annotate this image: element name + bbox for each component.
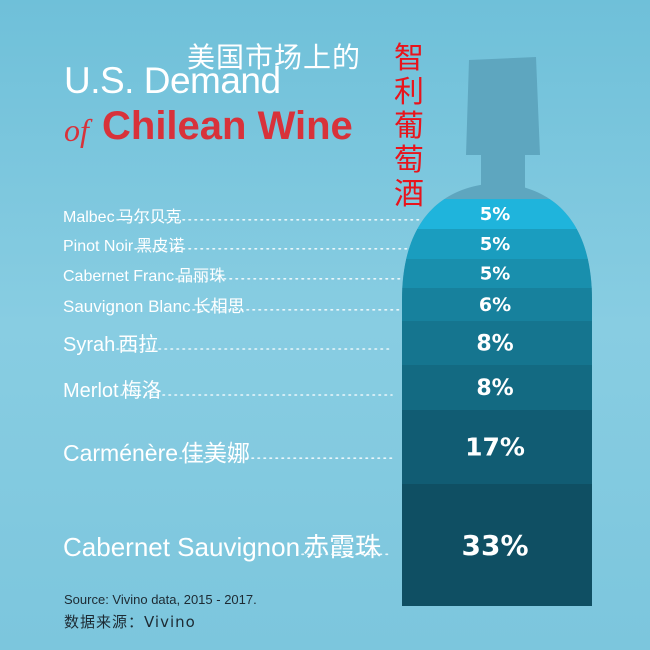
chinese-side-title: 智利葡萄酒 — [394, 41, 424, 212]
category-label-en: Syrah — [63, 334, 116, 356]
category-label-en: Merlot — [63, 380, 119, 402]
category-label: Cabernet Sauvignon 赤霞珠 — [63, 527, 381, 564]
category-label: Carménère 佳美娜 — [63, 434, 250, 468]
category-label: Syrah 西拉 — [63, 328, 158, 357]
value-label: 6% — [479, 294, 511, 316]
bar-3 — [402, 288, 592, 322]
bar-5 — [402, 365, 592, 411]
chinese-title: 美国市场上的 — [187, 41, 362, 74]
category-label: Merlot 梅洛 — [63, 374, 162, 403]
value-label: 5% — [480, 234, 511, 255]
category-label-cn: 黑皮诺 — [136, 236, 185, 255]
value-label: 8% — [476, 376, 513, 401]
source-note: Source: Vivino data, 2015 - 2017. — [64, 592, 257, 607]
category-label-cn: 佳美娜 — [181, 441, 251, 467]
category-label: Cabernet Franc 品丽珠 — [63, 262, 225, 286]
category-label-en: Carménère — [63, 440, 179, 466]
category-label-cn: 马尔贝克 — [117, 207, 182, 226]
category-label-cn: 梅洛 — [121, 378, 162, 402]
category-label-cn: 品丽珠 — [177, 266, 226, 285]
title-of: of — [64, 112, 89, 148]
source-note-cn: 数据来源：Vivino — [64, 613, 196, 631]
category-label-en: Cabernet Franc — [63, 268, 175, 285]
value-label: 5% — [480, 264, 511, 285]
bottle-neck — [481, 150, 525, 190]
category-label-en: Malbec — [63, 209, 115, 226]
title-line2: Chilean Wine — [102, 104, 353, 148]
bar-1 — [402, 229, 592, 260]
title-line1: U.S. Demand — [64, 60, 281, 101]
bar-7 — [402, 484, 592, 606]
category-label: Sauvignon Blanc 长相思 — [63, 292, 245, 317]
category-label-cn: 长相思 — [193, 297, 245, 317]
category-label: Malbec 马尔贝克 — [63, 203, 182, 227]
value-label: 8% — [476, 332, 513, 357]
category-label-en: Sauvignon Blanc — [63, 297, 191, 316]
bar-2 — [402, 259, 592, 289]
bottle-cap — [466, 57, 540, 155]
bar-4 — [402, 321, 592, 366]
category-label-cn: 赤霞珠 — [303, 533, 382, 563]
value-label: 5% — [480, 204, 511, 225]
category-label-en: Cabernet Sauvignon — [63, 532, 301, 562]
value-label: 17% — [465, 433, 525, 462]
category-label: Pinot Noir 黑皮诺 — [63, 232, 184, 256]
category-label-en: Pinot Noir — [63, 238, 134, 255]
value-label: 33% — [461, 529, 528, 562]
category-label-cn: 西拉 — [118, 332, 159, 356]
bar-6 — [402, 410, 592, 485]
